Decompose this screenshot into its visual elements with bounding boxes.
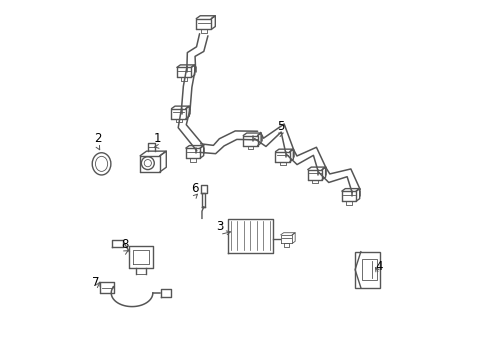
Text: 3: 3 (216, 220, 223, 233)
Text: 2: 2 (94, 132, 102, 145)
Text: 5: 5 (277, 120, 285, 133)
Text: 6: 6 (191, 183, 198, 195)
Bar (362, 259, 377, 280)
Text: 8: 8 (121, 238, 128, 251)
Text: 7: 7 (93, 276, 100, 289)
Text: 1: 1 (153, 132, 161, 145)
Text: 4: 4 (376, 260, 383, 273)
